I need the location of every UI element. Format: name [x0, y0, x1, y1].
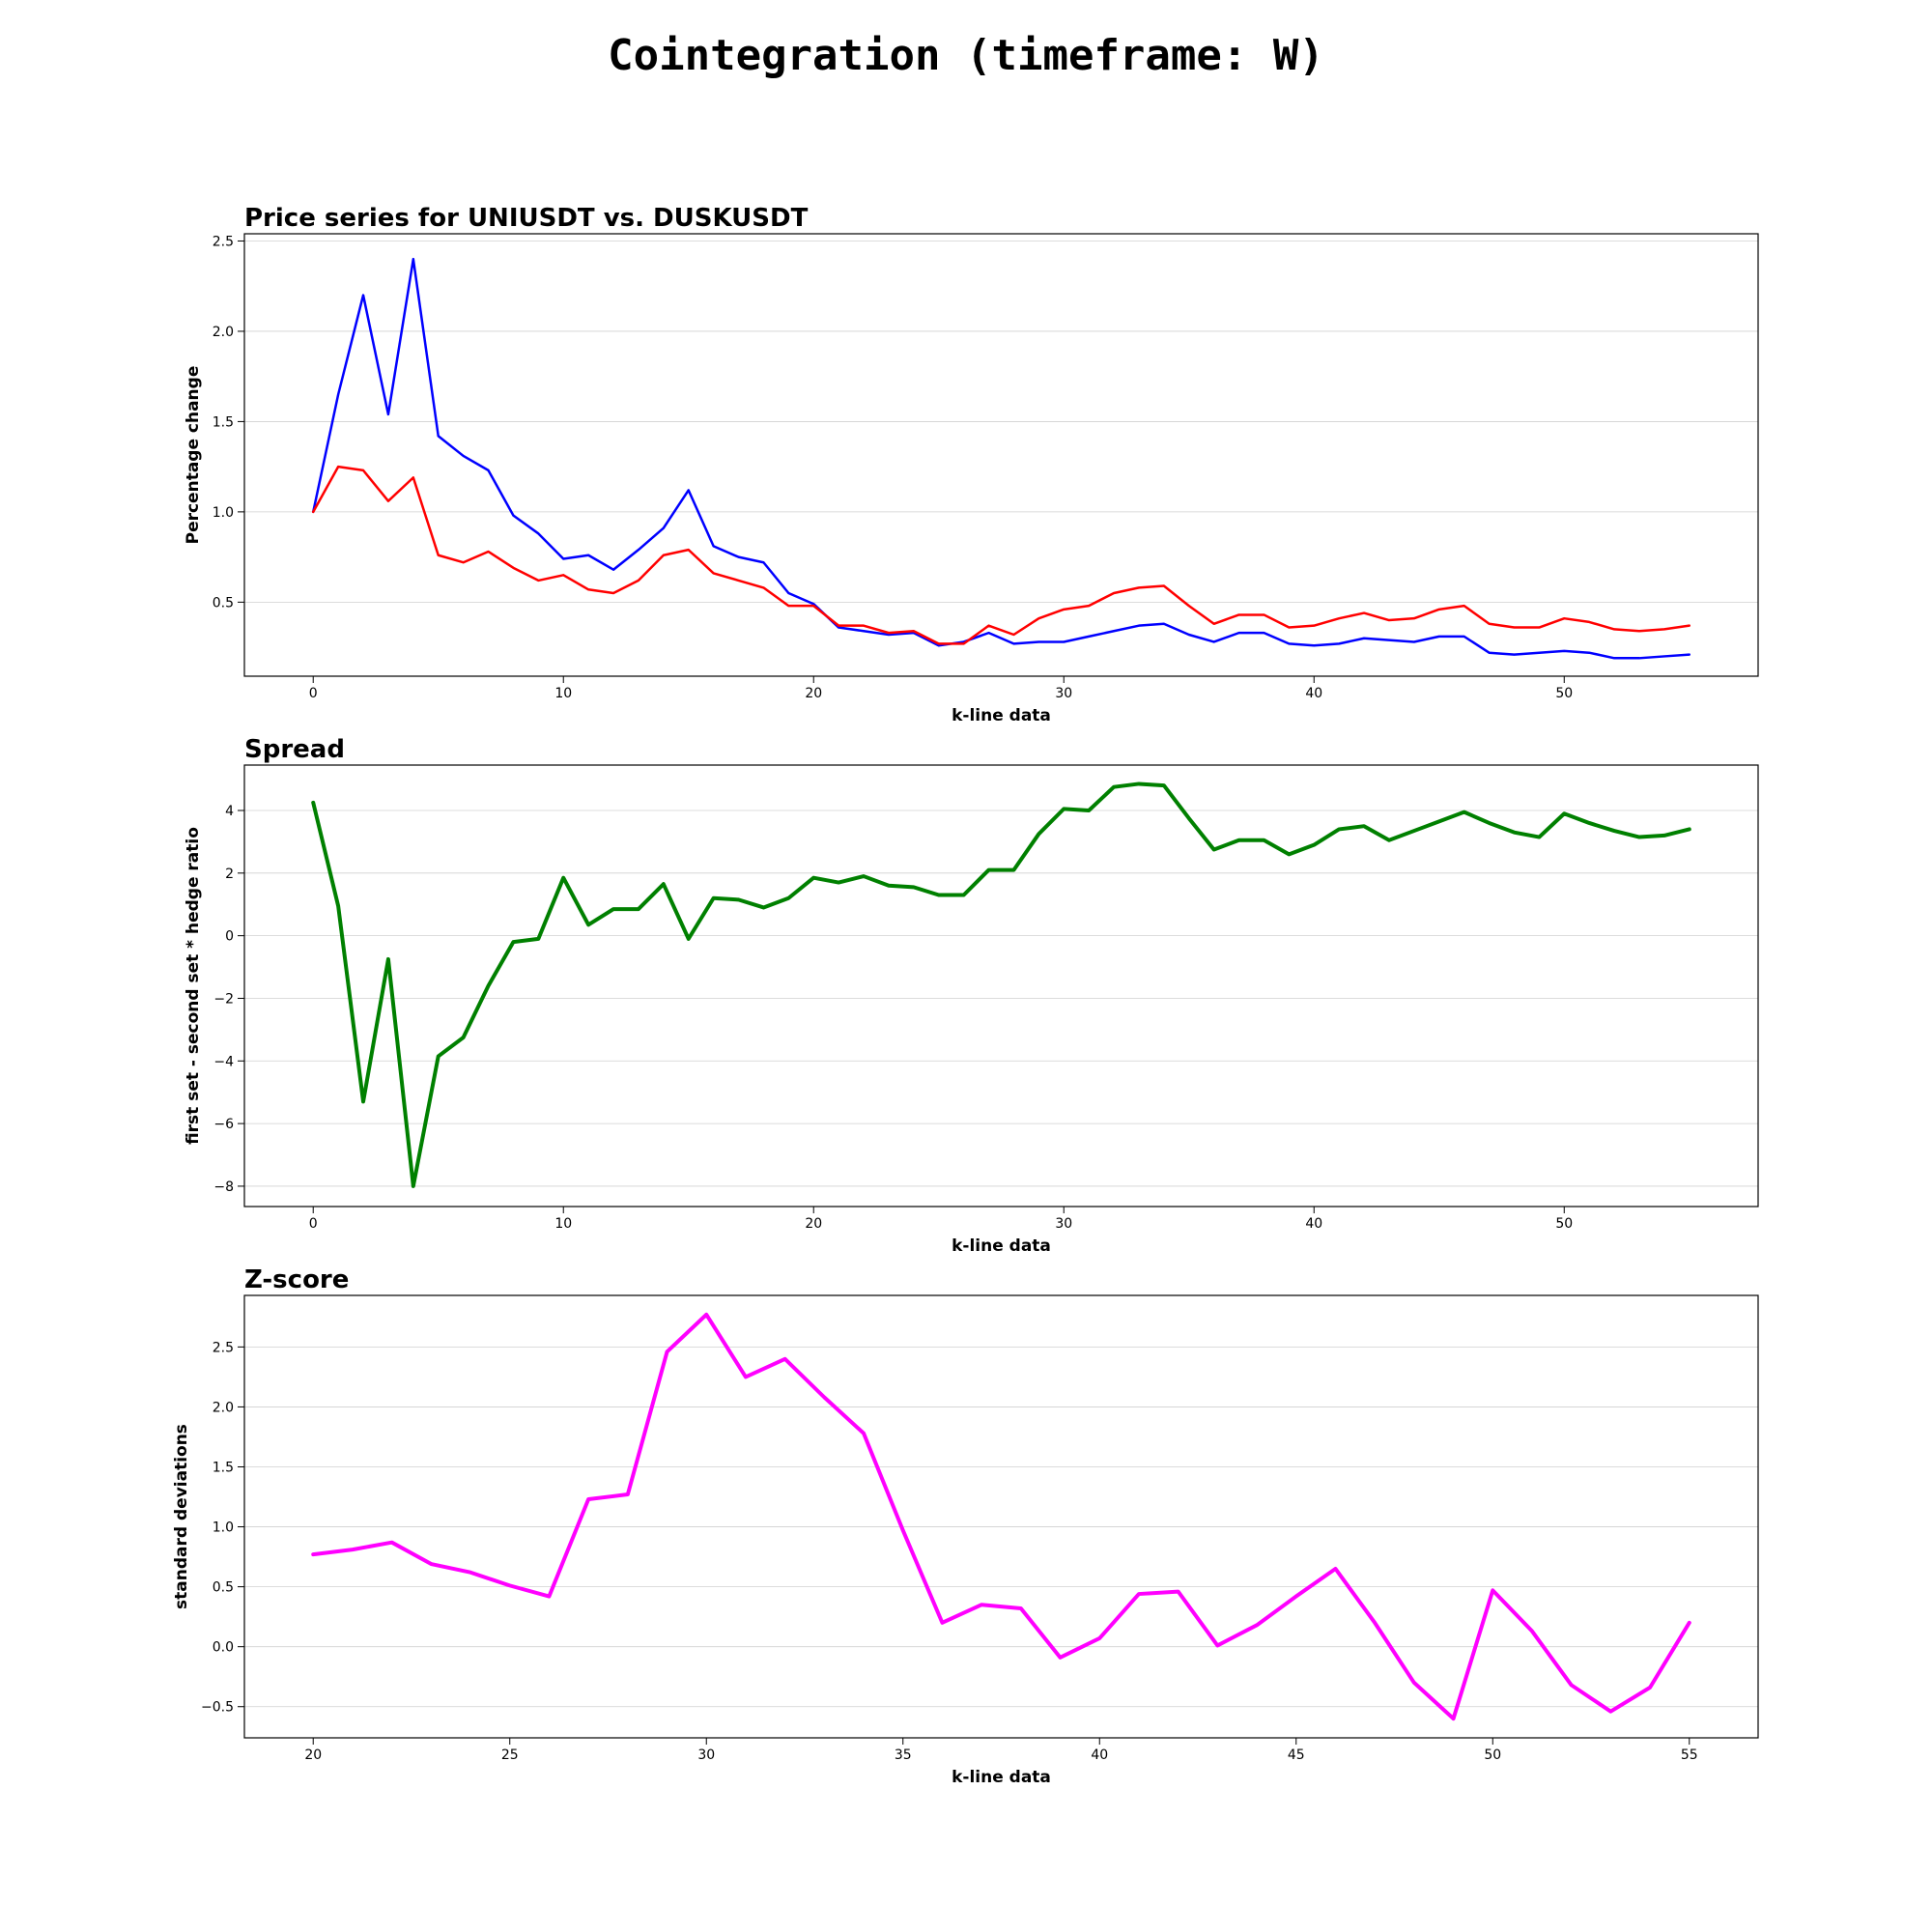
spread-x-tick-label: 0: [309, 1216, 318, 1232]
spread-x-tick-label: 20: [805, 1216, 822, 1232]
zscore-x-tick-label: 25: [501, 1747, 519, 1763]
price-series-y-axis-label: Percentage change: [184, 366, 203, 545]
zscore-plot-frame: [243, 1294, 1759, 1739]
spread-y-tick-label: −8: [213, 1179, 234, 1195]
spread-y-tick-label: −6: [213, 1117, 234, 1132]
spread-y-axis-label: first set - second set * hedge ratio: [184, 827, 203, 1145]
price-series-x-tick-label: 50: [1555, 686, 1573, 701]
spread-y-tick-label: −4: [213, 1054, 234, 1069]
price-series-x-tick-label: 40: [1305, 686, 1322, 701]
spread-plot-frame: [243, 764, 1759, 1208]
price-series-x-tick-label: 30: [1055, 686, 1072, 701]
zscore-y-axis-label: standard deviations: [172, 1424, 191, 1609]
zscore-x-tick-label: 30: [697, 1747, 715, 1763]
zscore-x-tick-label: 20: [304, 1747, 322, 1763]
price-series-y-tick-label: 1.5: [213, 414, 234, 430]
zscore-y-tick-label: 0.5: [213, 1580, 234, 1596]
spread-x-tick-label: 10: [554, 1216, 572, 1232]
zscore-x-tick-label: 40: [1091, 1747, 1108, 1763]
price-series-plot-frame: [243, 233, 1759, 677]
spread-x-tick-label: 30: [1055, 1216, 1072, 1232]
spread-y-tick-label: 2: [225, 867, 234, 882]
zscore-y-tick-label: 1.5: [213, 1460, 234, 1475]
zscore-x-tick-label: 50: [1484, 1747, 1501, 1763]
spread-x-axis-label: k-line data: [952, 1236, 1051, 1256]
price-series-title: Price series for UNIUSDT vs. DUSKUSDT: [244, 204, 809, 233]
zscore-y-tick-label: 2.5: [213, 1340, 234, 1355]
zscore-x-axis-label: k-line data: [952, 1768, 1051, 1787]
zscore-x-tick-label: 35: [895, 1747, 912, 1763]
spread-x-tick-label: 50: [1555, 1216, 1573, 1232]
price-series-x-tick-label: 0: [309, 686, 318, 701]
zscore-x-tick-label: 45: [1288, 1747, 1305, 1763]
zscore-series-line-1: [311, 1312, 1691, 1721]
spread-y-tick-label: −2: [213, 991, 234, 1007]
price-series-y-tick-label: 1.0: [213, 505, 234, 521]
spread-y-tick-label: 0: [225, 929, 234, 945]
price-series-series-line-2: [311, 465, 1691, 645]
price-series-x-tick-label: 20: [805, 686, 822, 701]
zscore-y-tick-label: −0.5: [201, 1700, 234, 1716]
spread-title: Spread: [244, 735, 345, 764]
price-series-x-axis-label: k-line data: [952, 706, 1051, 725]
price-series-y-tick-label: 2.5: [213, 234, 234, 249]
figure-title: Cointegration (timeframe: W): [608, 31, 1324, 80]
spread-series-line-1: [311, 781, 1691, 1188]
zscore-title: Z-score: [244, 1265, 349, 1294]
zscore-axes: 20 25 30 35 40 45 50 55 −0.5 0.0 0.5 1.0 1.5 2.0 2.5 Z-…: [172, 1265, 1759, 1787]
price-series-series-line-1: [311, 257, 1691, 660]
zscore-y-tick-label: 1.0: [213, 1520, 234, 1536]
spread-axes: 0 10 20 30 40 50 −8 −6 −4 −2 0 2 4 Spread k-line data f…: [184, 735, 1759, 1256]
zscore-x-tick-label: 55: [1681, 1747, 1698, 1763]
price-series-x-tick-label: 10: [554, 686, 572, 701]
spread-x-tick-label: 40: [1305, 1216, 1322, 1232]
price-series-axes: 0 10 20 30 40 50 0.5 1.0 1.5 2.0 2.5 Price series f…: [184, 204, 1759, 725]
price-series-y-tick-label: 0.5: [213, 595, 234, 611]
zscore-y-tick-label: 0.0: [213, 1640, 234, 1656]
price-series-y-tick-label: 2.0: [213, 325, 234, 340]
zscore-y-tick-label: 2.0: [213, 1400, 234, 1415]
spread-y-tick-label: 4: [225, 804, 234, 819]
